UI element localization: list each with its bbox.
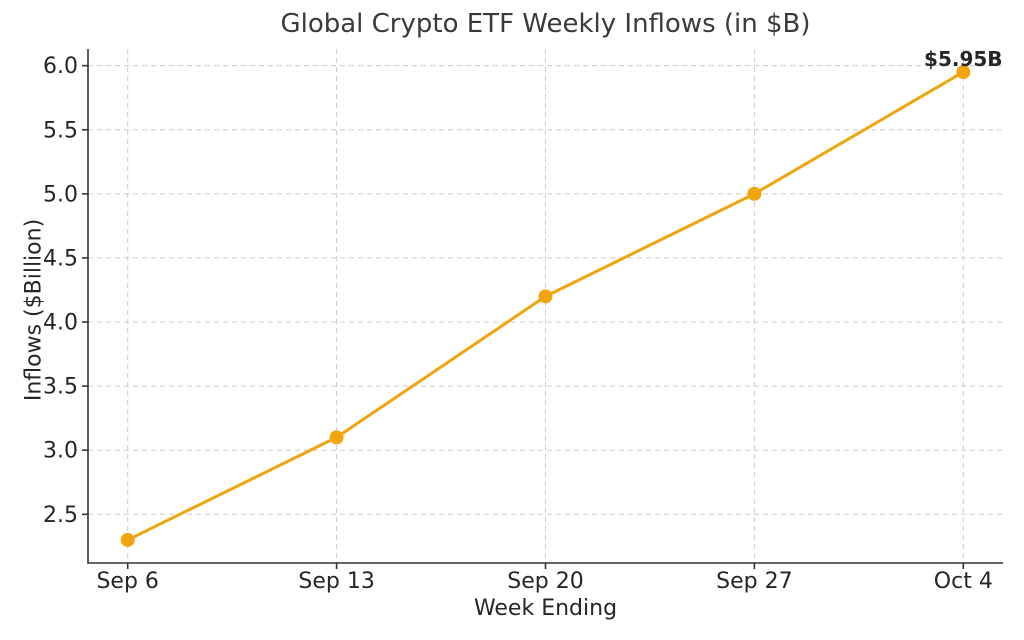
x-tick-label: Sep 6 — [96, 569, 158, 594]
data-point — [747, 186, 762, 201]
x-tick-label: Sep 13 — [298, 569, 374, 594]
y-tick-label: 3.0 — [43, 439, 78, 464]
y-tick-label: 5.5 — [43, 118, 78, 143]
data-point — [120, 532, 135, 547]
x-tick-label: Oct 4 — [934, 569, 993, 594]
chart-title: Global Crypto ETF Weekly Inflows (in $B) — [280, 9, 811, 39]
x-tick-label: Sep 20 — [507, 569, 583, 594]
y-tick-label: 6.0 — [43, 54, 78, 79]
point-annotation: $5.95B — [924, 47, 1003, 71]
x-tick-label: Sep 27 — [716, 569, 792, 594]
y-tick-label: 4.0 — [43, 311, 78, 336]
y-tick-label: 5.0 — [43, 182, 78, 207]
x-axis-label: Week Ending — [473, 596, 618, 621]
data-point — [329, 430, 344, 445]
y-axis-label: Inflows ($Billion) — [21, 218, 47, 402]
y-tick-label: 3.5 — [43, 375, 78, 400]
y-tick-label: 2.5 — [43, 503, 78, 528]
data-point — [956, 65, 971, 80]
y-tick-label: 4.5 — [43, 246, 78, 271]
data-point — [538, 289, 553, 304]
